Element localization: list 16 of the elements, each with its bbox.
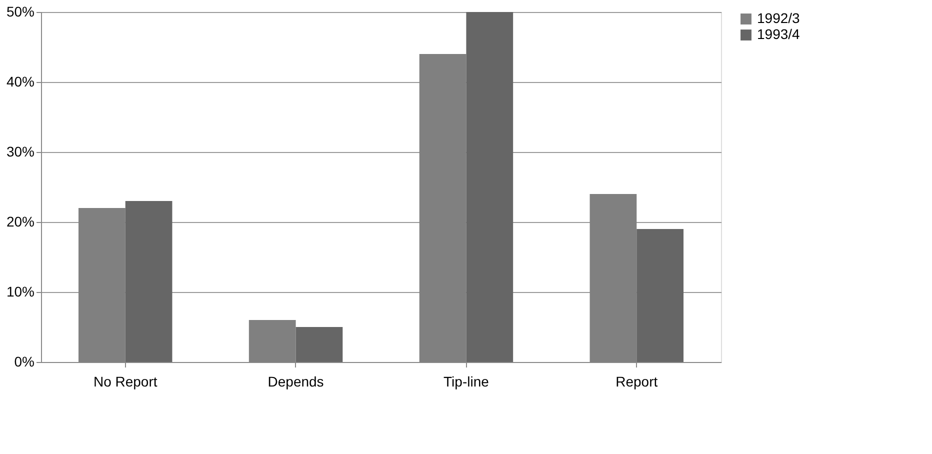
x-tick-label: Depends <box>268 374 324 390</box>
y-tick-label: 50% <box>6 4 34 20</box>
bar <box>296 327 343 362</box>
bar <box>636 229 684 362</box>
x-tick-label: No Report <box>93 374 158 390</box>
y-tick-label: 30% <box>6 144 34 160</box>
legend-label: 1993/4 <box>757 26 800 42</box>
x-tick-label: Report <box>616 374 658 390</box>
y-tick-label: 0% <box>14 354 34 370</box>
y-tick-label: 20% <box>6 214 34 230</box>
legend-label: 1992/3 <box>757 10 800 26</box>
x-tick-label: Tip-line <box>444 374 490 390</box>
bar <box>125 201 172 362</box>
y-tick-label: 40% <box>6 74 34 90</box>
y-tick-label: 10% <box>6 284 34 300</box>
bar <box>466 12 514 362</box>
